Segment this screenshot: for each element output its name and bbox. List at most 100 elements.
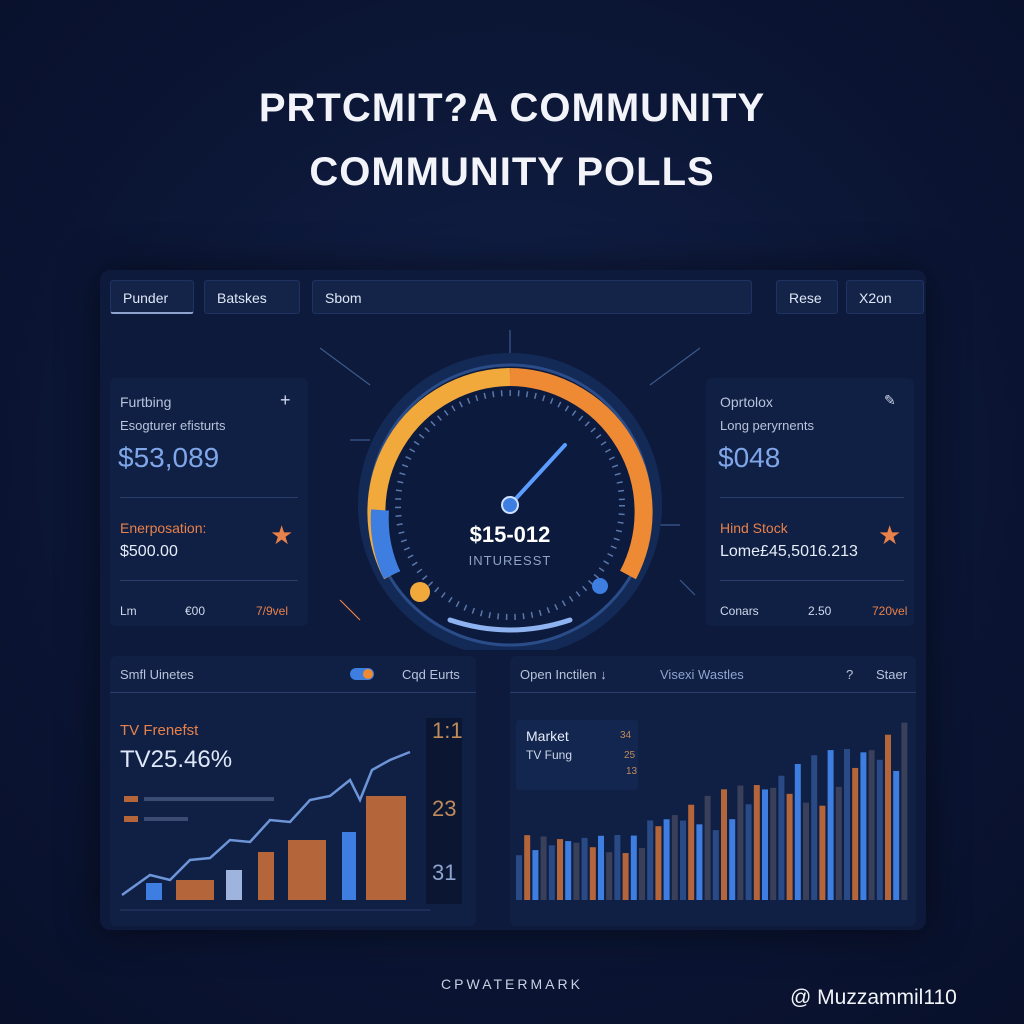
bar [342,832,356,900]
metric-label: TV Frenefst [120,722,199,739]
help-icon[interactable]: ? [846,667,854,682]
bar [589,847,596,900]
bar [827,750,834,900]
bar [901,722,908,900]
legend-row: TV Fung [526,748,573,762]
bar [671,815,678,900]
bar [811,755,818,900]
card-subtitle: Esogturer efisturts [120,418,226,433]
tab[interactable]: Rese [776,280,838,314]
bar [557,839,563,900]
bar [630,835,637,900]
card-amount: $53,089 [118,442,220,473]
card-footer: Conars [720,604,759,618]
bar [516,855,522,900]
divider [110,692,476,693]
tab[interactable]: Visexi Wastles [660,667,744,682]
bar [146,883,162,900]
bar [540,836,547,900]
bar [622,853,629,900]
bar [614,835,621,900]
title-line: COMMUNITY POLLS [309,150,715,194]
bar [745,804,752,900]
bar [729,819,736,900]
gauge-arc [370,509,401,579]
add-icon[interactable]: + [280,390,291,410]
tab[interactable]: Batskes [204,280,300,314]
legend-text-placeholder [144,797,274,801]
bar [524,835,531,900]
bar-chart [516,722,908,900]
gauge-ticks [395,390,625,620]
gauge-needle [508,443,567,507]
metric-value: TV25.46% [120,746,233,773]
gauge-label: INTURESST [469,553,552,568]
legend-text-placeholder [144,817,188,821]
panel-title: Open Inctilen ↓ [520,667,607,682]
connector-lines [319,330,701,621]
bar [893,770,900,900]
bar [288,840,326,900]
bar [176,880,214,900]
gauge-base [447,617,573,633]
bar [647,820,654,900]
card-section: Hind Stock [720,520,788,536]
search-field[interactable]: Sbom [312,280,752,314]
bar [794,764,801,900]
divider [720,497,904,498]
bar [565,841,572,900]
bar [573,842,580,900]
connector [339,599,361,621]
bar [663,819,670,900]
tab[interactable]: X2on [846,280,924,314]
legend-swatch [124,796,138,802]
bar [876,759,883,900]
gauge-dot [592,578,608,594]
legend-box [516,720,638,790]
bar [532,850,539,900]
card-title: Oprtolox [720,394,773,410]
card-title: Furtbing [120,394,172,410]
bar [639,847,645,900]
toggle-label: Cqd Eurts [402,667,460,682]
card-section: Enerposation: [120,520,207,536]
legend-number: 34 [620,730,632,741]
legend-number: 25 [624,750,636,761]
bar [688,804,695,900]
bar [655,826,662,900]
bar [786,793,793,900]
card-section-value: Lome£45,5016.213 [720,543,858,560]
bar [680,820,686,900]
legend-title: Market [526,728,569,744]
title-line: PRTCMIT?A COMMUNITY [258,86,766,130]
card-subtitle: Long peryrnents [720,418,814,433]
bar [721,789,727,900]
gauge-dot [410,582,430,602]
left-card [110,378,308,626]
pin-icon[interactable]: ✎ [884,392,896,408]
tab[interactable]: Punder [110,280,194,314]
bar [737,785,744,900]
bar [548,845,555,900]
side-number: 31 [432,860,457,885]
side-number: 1:1 [432,718,463,743]
card-footer: Lm [120,604,137,618]
divider [120,497,298,498]
star-icon: ★ [270,520,294,550]
divider [510,692,916,693]
handle: @ Muzzammil110 [790,986,957,1009]
bar [712,830,719,900]
action[interactable]: Staer [876,667,908,682]
side-strip [426,718,462,904]
bar [753,785,760,900]
connector [679,579,696,596]
card-footer: 720vel [872,604,908,618]
toggle[interactable] [350,668,374,680]
bar [606,852,613,900]
gauge-value: $15-012 [470,522,551,547]
bar [598,835,604,900]
card-footer: 7/9vel [256,604,289,618]
needle-hub [501,496,519,514]
